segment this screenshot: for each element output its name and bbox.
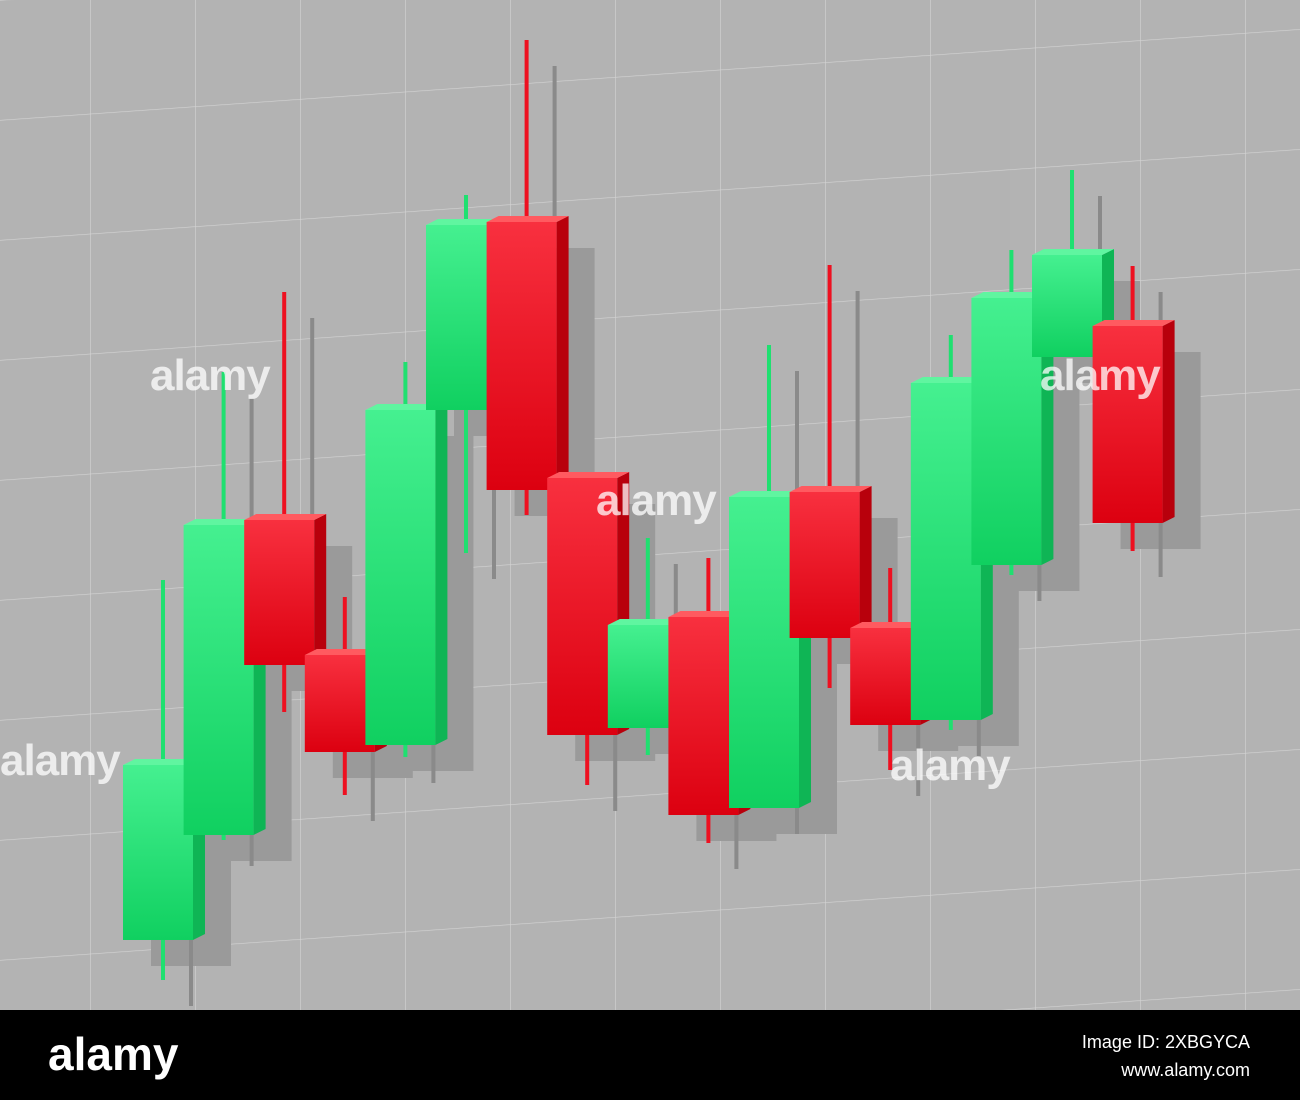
candle-body <box>365 410 436 745</box>
body-top <box>1032 249 1114 255</box>
body-side <box>1041 292 1054 565</box>
body-side <box>314 514 327 665</box>
body-side <box>435 404 448 745</box>
body-side <box>556 216 569 490</box>
body-side <box>859 486 872 638</box>
candle-body <box>850 628 921 725</box>
footer-logo: alamy <box>48 1028 179 1080</box>
candle-body <box>426 225 496 410</box>
candle-body <box>607 625 678 728</box>
watermark: alamy <box>890 741 1011 790</box>
body-top <box>789 486 872 492</box>
body-side <box>1162 320 1175 523</box>
watermark: alamy <box>1040 351 1161 400</box>
body-top <box>486 216 569 222</box>
candle-body <box>668 617 739 815</box>
candle-body <box>304 655 375 752</box>
candle-body <box>789 492 860 638</box>
candle-body <box>547 478 618 735</box>
candle-body <box>910 383 981 720</box>
body-top <box>547 472 630 478</box>
candle-body <box>486 222 557 490</box>
watermark: alamy <box>0 736 121 785</box>
body-top <box>244 514 327 520</box>
image-id: Image ID: 2XBGYCA <box>1082 1032 1250 1052</box>
body-top <box>1092 320 1175 326</box>
candle-body <box>123 765 193 940</box>
watermark: alamy <box>150 351 271 400</box>
footer-bar <box>0 1010 1300 1100</box>
site-url: www.alamy.com <box>1120 1060 1250 1080</box>
candle-body <box>1092 326 1163 523</box>
candle-body <box>1032 255 1102 357</box>
candle-body <box>971 298 1042 565</box>
candle-body <box>729 497 799 808</box>
watermark: alamy <box>596 476 717 525</box>
candle-body <box>183 525 254 835</box>
candle-body <box>244 520 315 665</box>
